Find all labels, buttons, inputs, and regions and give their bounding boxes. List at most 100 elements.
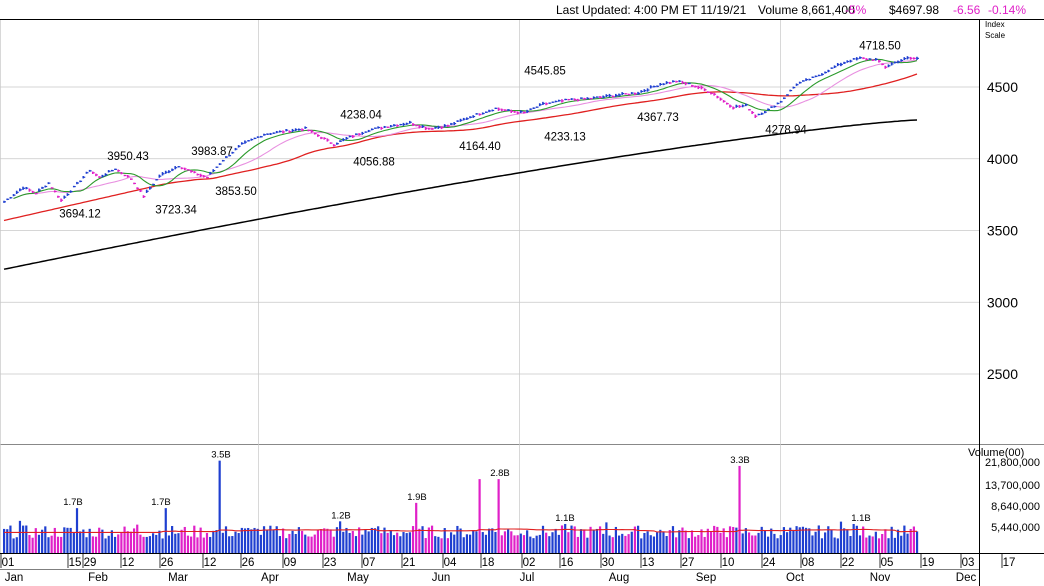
volume-bar	[237, 533, 240, 553]
volume-bar	[605, 522, 608, 553]
volume-bar	[703, 536, 706, 553]
volume-bar	[136, 524, 139, 553]
ma-10-line	[13, 58, 918, 200]
volume-bar	[687, 538, 690, 553]
x-day-label: 02	[523, 557, 536, 569]
volume-bar	[186, 535, 190, 553]
volume-bar	[551, 532, 554, 553]
volume-bar	[640, 538, 643, 553]
volume-bar	[773, 533, 776, 553]
volume-bar	[247, 527, 250, 553]
volume-bar	[18, 520, 22, 553]
volume-bars	[3, 460, 919, 553]
price-annotation: 4056.88	[353, 157, 395, 169]
y-axis-labels: 2500 3000 3500 4000 4500	[987, 79, 1018, 382]
volume-bar	[171, 526, 174, 553]
volume-bar	[348, 532, 351, 553]
volume-bar	[497, 479, 500, 553]
volume-bar	[709, 531, 713, 553]
volume-bar	[557, 534, 560, 553]
volume-annotation: 2.8B	[490, 468, 510, 479]
volume-bar	[15, 537, 18, 553]
volume-bar	[722, 528, 725, 553]
volume-bar	[231, 536, 234, 553]
volume-bar	[811, 535, 814, 553]
volume-bar	[887, 538, 890, 553]
volume-bar	[763, 530, 766, 553]
volume-bar	[465, 534, 469, 553]
volume-bar	[472, 530, 475, 553]
volume-bar	[79, 531, 82, 553]
volume-bar	[316, 530, 320, 553]
volume-bar	[754, 535, 757, 553]
x-day-label: 03	[962, 557, 975, 569]
volume-bar	[500, 535, 503, 553]
volume-bar	[697, 535, 700, 553]
volume-bar	[304, 534, 307, 553]
volume-bar	[820, 538, 824, 553]
volume-bar	[269, 525, 272, 553]
volume-bar	[332, 536, 335, 553]
volume-bar	[782, 527, 786, 553]
volume-bar	[183, 526, 186, 553]
price-annotation: 4718.50	[859, 41, 901, 53]
volume-bar	[516, 535, 519, 553]
y-tick-label: 4500	[987, 79, 1018, 95]
x-day-label: 22	[842, 557, 855, 569]
volume-bar	[243, 528, 247, 553]
volume-annotation: 1.2B	[331, 510, 351, 521]
volume-annotations: 1.7B 1.7B 3.5B 1.2B 1.9B 2.8B 1.1B 3.3B 1.1B	[63, 450, 871, 524]
volume-bar	[541, 525, 545, 553]
volume-bar	[789, 527, 792, 553]
volume-bar	[53, 527, 56, 553]
volume-bar	[41, 529, 44, 553]
volume-bar	[801, 526, 805, 553]
volume-bar	[72, 532, 75, 553]
volume-bar	[307, 536, 310, 553]
volume-bar	[98, 527, 101, 553]
x-day-label: 18	[482, 557, 495, 569]
price-annotation: 3950.43	[107, 151, 149, 163]
volume-bar	[833, 537, 836, 553]
volume-bar	[839, 521, 843, 553]
volume-bar	[671, 526, 675, 553]
volume-bar	[443, 528, 446, 553]
volume-bar	[700, 529, 703, 553]
x-day-label: 17	[1003, 557, 1016, 569]
volume-bar	[370, 527, 373, 553]
volume-bar	[91, 536, 94, 553]
y-tick-label: 3500	[987, 223, 1018, 239]
volume-bar	[564, 523, 567, 553]
x-day-label: 10	[722, 557, 735, 569]
volume-bar	[846, 530, 849, 553]
volume-bar	[139, 534, 142, 553]
volume-bar	[37, 534, 41, 553]
volume-bar	[25, 525, 28, 553]
volume-bar	[377, 526, 380, 553]
y-tick-label: 2500	[987, 366, 1018, 382]
volume-bar	[151, 533, 155, 553]
volume-bar	[297, 527, 301, 553]
price-annotation: 3983.87	[191, 146, 233, 158]
x-day-label: 19	[922, 557, 935, 569]
volume-bar	[770, 528, 773, 553]
volume-bar	[716, 526, 719, 553]
volume-bar	[614, 526, 618, 553]
volume-bar	[900, 535, 903, 553]
volume-bar	[643, 532, 646, 553]
volume-bar	[503, 531, 507, 553]
volume-bar	[66, 527, 69, 553]
volume-bar	[462, 537, 465, 553]
volume-bar	[221, 532, 224, 553]
volume-bar	[570, 525, 573, 553]
volume-bar	[836, 538, 839, 553]
volume-bar	[903, 525, 906, 553]
volume-bar	[234, 531, 237, 553]
volume-bar	[652, 536, 656, 553]
volume-bar	[88, 528, 91, 553]
x-day-label: 26	[242, 557, 255, 569]
volume-average-line	[4, 528, 917, 533]
volume-bar	[167, 535, 171, 553]
price-annotation: 4233.13	[544, 131, 586, 143]
